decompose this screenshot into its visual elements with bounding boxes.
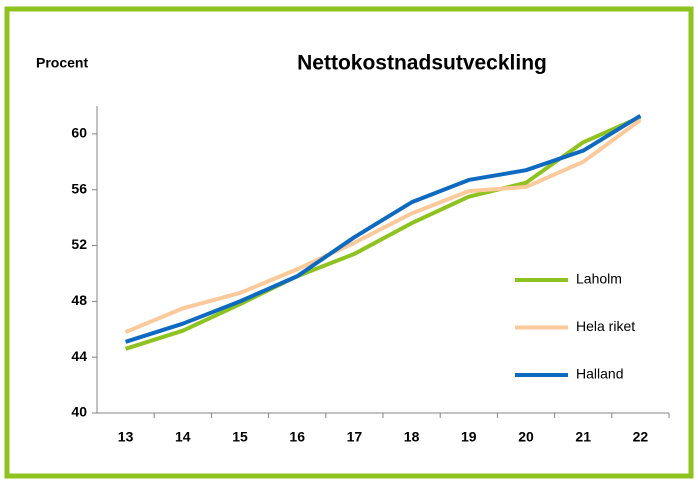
legend-label: Laholm (576, 271, 622, 287)
series-line (124, 114, 642, 344)
chart-title: Nettokostnadsutveckling (297, 52, 547, 75)
y-tick-label: 60 (71, 125, 87, 141)
y-tick-label: 48 (71, 292, 87, 308)
x-tick-label: 20 (518, 429, 534, 445)
x-tick-label: 19 (461, 429, 477, 445)
x-tick-label: 13 (118, 429, 134, 445)
y-tick-label: 56 (71, 180, 87, 196)
x-tick-label: 17 (347, 429, 363, 445)
y-tick-label: 40 (71, 404, 87, 420)
x-tick-label: 14 (175, 429, 191, 445)
y-tick-label: 44 (71, 348, 87, 364)
x-tick-label: 18 (404, 429, 420, 445)
y-axis-label: Procent (36, 55, 88, 71)
x-tick-label: 15 (232, 429, 248, 445)
x-tick-label: 16 (289, 429, 305, 445)
y-tick-label: 52 (71, 236, 87, 252)
x-tick-label: 22 (633, 429, 649, 445)
series-line (124, 118, 642, 334)
legend-label: Halland (576, 366, 623, 382)
x-tick-label: 21 (575, 429, 591, 445)
legend-label: Hela riket (576, 318, 635, 334)
